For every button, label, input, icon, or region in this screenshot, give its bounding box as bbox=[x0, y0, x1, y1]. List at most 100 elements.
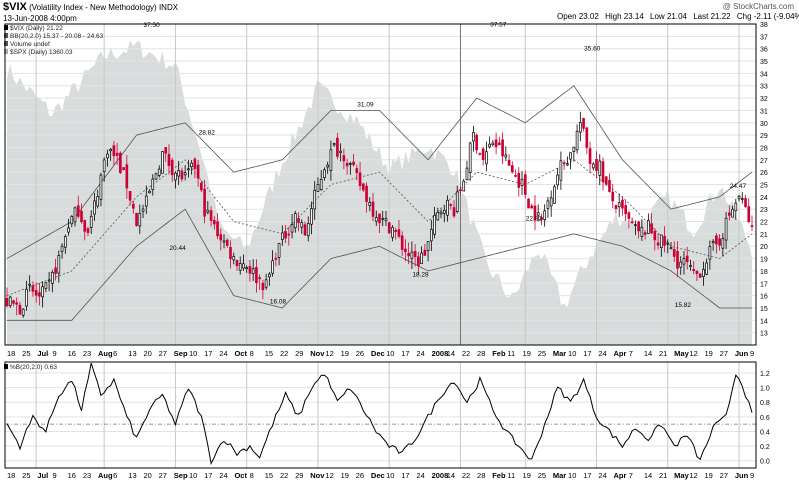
x-tick-label-bottom: 14 bbox=[447, 471, 455, 480]
x-tick-label: 12 bbox=[325, 349, 333, 358]
candle-body bbox=[582, 117, 585, 129]
x-tick-label-bottom: 24 bbox=[219, 471, 227, 480]
legend-swatch bbox=[4, 49, 8, 54]
x-tick-label: 6 bbox=[113, 349, 117, 358]
candle-body bbox=[38, 292, 41, 297]
x-tick-label: 20 bbox=[143, 349, 151, 358]
x-tick-label-bottom: 16 bbox=[68, 471, 76, 480]
candle-body bbox=[685, 255, 689, 263]
x-tick-label-bottom: 28 bbox=[477, 471, 485, 480]
candle-body bbox=[21, 308, 25, 316]
x-tick-label-bottom: 22 bbox=[462, 471, 470, 480]
candle-body bbox=[358, 172, 362, 187]
x-tick-label-bottom: 10 bbox=[386, 471, 394, 480]
candle-body bbox=[472, 132, 475, 142]
x-tick-label-bottom: 17 bbox=[204, 471, 212, 480]
candle-body bbox=[381, 217, 385, 220]
candle-body bbox=[523, 174, 527, 195]
candle-body bbox=[556, 174, 559, 186]
x-tick-label-bottom: Feb bbox=[492, 471, 506, 480]
x-tick-label: 10 bbox=[189, 349, 197, 358]
y-tick-label: 20 bbox=[760, 244, 768, 251]
candle-body bbox=[702, 269, 705, 277]
candle-body bbox=[365, 185, 368, 202]
candle-body bbox=[465, 167, 469, 181]
candle-body bbox=[326, 164, 329, 168]
candle-body bbox=[711, 240, 715, 243]
x-tick-label-bottom: Jun bbox=[735, 471, 749, 480]
candle-body bbox=[232, 256, 236, 261]
candle-body bbox=[708, 246, 712, 260]
candle-body bbox=[290, 224, 294, 233]
annotation-label: 16.08 bbox=[270, 299, 287, 306]
y-tick-label: 33 bbox=[760, 84, 768, 91]
y-tick-label: 30 bbox=[760, 121, 768, 128]
x-tick-label: 12 bbox=[689, 349, 697, 358]
x-tick-label: May bbox=[674, 349, 689, 358]
x-tick-label: Oct bbox=[234, 349, 247, 358]
x-tick-label: 22 bbox=[462, 349, 470, 358]
candle-body bbox=[368, 202, 372, 206]
candle-body bbox=[47, 279, 51, 282]
x-tick-label: Nov bbox=[310, 349, 325, 358]
candle-body bbox=[284, 231, 287, 239]
x-tick-label-bottom: 21 bbox=[659, 471, 667, 480]
candle-body bbox=[135, 212, 138, 226]
candle-body bbox=[170, 159, 174, 176]
candle-body bbox=[423, 249, 427, 256]
x-tick-label: 24 bbox=[598, 349, 606, 358]
candle-body bbox=[109, 148, 112, 152]
x-tick-label-bottom: 24 bbox=[416, 471, 424, 480]
x-tick-label: Apr bbox=[614, 349, 627, 358]
osc-y-tick-label: 0.4 bbox=[760, 429, 770, 436]
candle-body bbox=[598, 160, 602, 176]
x-tick-label-bottom: 25 bbox=[22, 471, 30, 480]
candle-body bbox=[659, 234, 663, 249]
candle-body bbox=[604, 176, 608, 185]
x-tick-label: 18 bbox=[7, 349, 15, 358]
candle-body bbox=[614, 205, 618, 209]
x-tick-label: 29 bbox=[295, 349, 303, 358]
candle-body bbox=[413, 251, 417, 257]
candle-body bbox=[300, 222, 304, 228]
candle-body bbox=[643, 232, 647, 235]
candle-body bbox=[193, 158, 197, 169]
candle-body bbox=[80, 210, 83, 223]
x-tick-label: Dec bbox=[371, 349, 385, 358]
x-tick-label: 16 bbox=[68, 349, 76, 358]
candle-body bbox=[203, 188, 206, 217]
y-tick-label: 27 bbox=[760, 158, 768, 165]
y-tick-label: 21 bbox=[760, 232, 768, 239]
candle-body bbox=[624, 205, 627, 215]
candle-body bbox=[426, 241, 430, 252]
candle-body bbox=[407, 252, 410, 257]
candle-body bbox=[617, 202, 621, 208]
candle-body bbox=[54, 267, 57, 274]
x-tick-label-bottom: 13 bbox=[128, 471, 136, 480]
candle-body bbox=[692, 268, 696, 271]
y-tick-label: 38 bbox=[760, 22, 768, 29]
candle-body bbox=[387, 222, 391, 234]
candle-body bbox=[559, 160, 563, 181]
x-tick-label-bottom: Mar bbox=[553, 471, 566, 480]
x-tick-label: 10 bbox=[568, 349, 576, 358]
candle-body bbox=[106, 153, 109, 159]
x-tick-label-bottom: 11 bbox=[507, 471, 515, 480]
x-tick-label: 13 bbox=[128, 349, 136, 358]
candle-body bbox=[73, 207, 77, 223]
x-tick-label: 27 bbox=[720, 349, 728, 358]
candle-body bbox=[540, 217, 543, 221]
candle-body bbox=[378, 213, 381, 224]
x-tick-label: 11 bbox=[507, 349, 515, 358]
candle-body bbox=[235, 259, 239, 267]
candle-body bbox=[608, 180, 611, 192]
x-tick-label-bottom: 8 bbox=[250, 471, 254, 480]
x-tick-label: 15 bbox=[265, 349, 273, 358]
candle-body bbox=[404, 248, 407, 253]
candle-body bbox=[287, 233, 291, 236]
annotation-label: 18.28 bbox=[412, 271, 429, 278]
x-tick-label: 24 bbox=[416, 349, 424, 358]
candle-body bbox=[225, 239, 229, 246]
copyright: @ StockCharts.com bbox=[722, 2, 794, 11]
candle-body bbox=[63, 236, 67, 248]
